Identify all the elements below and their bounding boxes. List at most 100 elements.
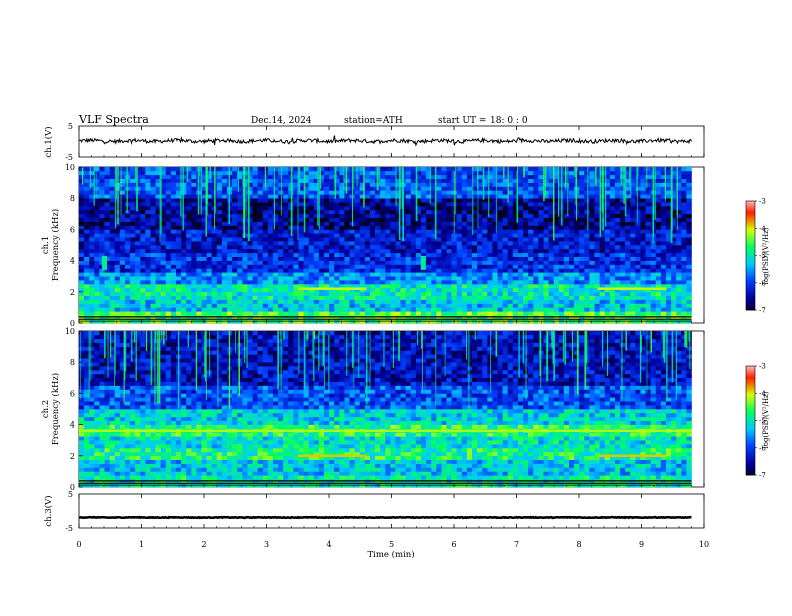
ch1-spectrogram-cell — [513, 253, 518, 257]
ch1-spectrogram-cell — [217, 304, 222, 308]
ch1-spectrogram-cell — [436, 284, 441, 288]
ch1-spectrogram-cell — [554, 307, 559, 311]
ch1-spectrogram-cell — [227, 307, 232, 311]
ch1-spectrogram-cell — [538, 276, 543, 280]
ch1-spectrogram-cell — [390, 284, 395, 288]
ch1-spectrogram-cell — [589, 280, 594, 284]
ch1-spectrogram-cell — [247, 288, 252, 292]
ch1-spectrogram-cell — [533, 229, 538, 233]
ch1-spectrogram-cell — [533, 187, 538, 191]
ch1-spectrogram-cell — [487, 249, 492, 253]
ch1-spectrogram-cell — [457, 265, 462, 269]
ch1-spectrogram-cell — [579, 187, 584, 191]
ch1-spectrogram-cell — [105, 288, 110, 292]
ch1-spectrogram-cell — [610, 261, 615, 265]
ch1-spectrogram-cell — [569, 276, 574, 280]
ch1-spectrogram-cell — [232, 167, 237, 171]
ch1-spectrogram-cell — [355, 307, 360, 311]
ch1-spectrogram-cell — [661, 292, 666, 296]
ch1-spectrogram-cell — [401, 257, 406, 261]
ch1-spectrogram-cell — [411, 171, 416, 175]
ch1-spectrogram-cell — [105, 179, 110, 183]
ch1-spectrogram-cell — [370, 311, 375, 315]
ch1-spectrogram-cell — [564, 233, 569, 237]
ch1-spectrogram-cell — [191, 167, 196, 171]
ch1-spectrogram-cell — [324, 265, 329, 269]
ch1-spectrogram-cell — [441, 198, 446, 202]
ch1-spectrogram-cell — [186, 261, 191, 265]
ch1-spectrogram-cell — [671, 280, 676, 284]
ch1-spectrogram-cell — [273, 249, 278, 253]
ch1-spectrogram-cell — [595, 300, 600, 304]
ch1-spectrogram-cell — [130, 315, 135, 319]
ch1-spectrogram-cell — [686, 253, 691, 257]
ch1-spectrogram-cell — [99, 167, 104, 171]
ch1-spectrogram-cell — [620, 249, 625, 253]
ch1-spectrogram-cell — [268, 311, 273, 315]
ch1-spectrogram-cell — [533, 183, 538, 187]
ch1-spectrogram-cell — [130, 284, 135, 288]
ch1-spectrogram-cell — [171, 241, 176, 245]
ch1-spectrogram-cell — [253, 304, 258, 308]
ch1-spectrogram-cell — [600, 245, 605, 249]
ch1-spectrogram-cell — [579, 233, 584, 237]
ch1-spectrogram-cell — [385, 304, 390, 308]
ch1-spectrogram-cell — [457, 183, 462, 187]
ch1-spectrogram-cell — [140, 210, 145, 214]
ch1-spectrogram-cell — [207, 304, 212, 308]
ch1-spectrogram-cell — [227, 245, 232, 249]
ch1-spectrogram-cell — [533, 241, 538, 245]
ch1-spectrogram-cell — [431, 307, 436, 311]
ch1-spectrogram-cell — [339, 222, 344, 226]
ch1-spectrogram-cell — [569, 241, 574, 245]
ch1-spectrogram-cell — [656, 167, 661, 171]
ch1-spectrogram-sferic — [319, 167, 320, 229]
ch1-spectrogram-cell — [681, 249, 686, 253]
ch1-spectrogram-cell — [202, 245, 207, 249]
ch1-spectrogram-cell — [640, 253, 645, 257]
ch1-spectrogram-cell — [492, 300, 497, 304]
ch1-spectrogram-cell — [237, 284, 242, 288]
ch1-spectrogram-cell — [380, 214, 385, 218]
ch1-spectrogram-cell — [620, 300, 625, 304]
ch1-spectrogram-cell — [120, 214, 125, 218]
ch1-spectrogram-cell — [543, 237, 548, 241]
ch1-spectrogram-cell — [457, 292, 462, 296]
ch1-spectrogram-cell — [339, 229, 344, 233]
ch1-spectrogram-cell — [232, 296, 237, 300]
ch1-spectrogram-cell — [273, 198, 278, 202]
ch1-spectrogram-cell — [370, 233, 375, 237]
ch1-spectrogram-cell — [406, 237, 411, 241]
ch1-spectrogram-cell — [686, 276, 691, 280]
ch1-spectrogram-cell — [605, 311, 610, 315]
ch1-spectrogram-cell — [247, 292, 252, 296]
ch1-spectrogram-cell — [339, 272, 344, 276]
ch1-spectrogram-cell — [222, 288, 227, 292]
ch1-spectrogram-cell — [130, 190, 135, 194]
ch1-spectrogram-cell — [656, 276, 661, 280]
ch1-spectrogram-cell — [150, 237, 155, 241]
ch1-spectrogram-cell — [99, 229, 104, 233]
ch1-spectrogram-cell — [676, 296, 681, 300]
ch1-spectrogram-cell — [268, 288, 273, 292]
ch1-spectrogram-cell — [130, 202, 135, 206]
ch1-spectrogram-cell — [156, 315, 161, 319]
ch1-spectrogram-cell — [554, 265, 559, 269]
ch1-spectrogram-cell — [416, 300, 421, 304]
ch1-spectrogram-cell — [554, 257, 559, 261]
ch1-spectrogram-cell — [89, 257, 94, 261]
ch1-spectrogram-cell — [508, 288, 513, 292]
ch1-spectrogram-cell — [120, 171, 125, 175]
ch1-spectrogram-cell — [579, 167, 584, 171]
ch1-spectrogram-cell — [436, 257, 441, 261]
ch1-spectrogram-cell — [447, 315, 452, 319]
ch1-spectrogram-cell — [395, 296, 400, 300]
ch1-spectrogram-cell — [595, 194, 600, 198]
ch1-spectrogram-cell — [671, 307, 676, 311]
ch1-spectrogram-cell — [140, 202, 145, 206]
ch1-spectrogram-cell — [273, 218, 278, 222]
ch1-spectrogram-cell — [171, 261, 176, 265]
ch1-spectrogram-sferic — [496, 167, 497, 233]
ch1-spectrogram-cell — [94, 226, 99, 230]
ch1-spectrogram-cell — [513, 226, 518, 230]
